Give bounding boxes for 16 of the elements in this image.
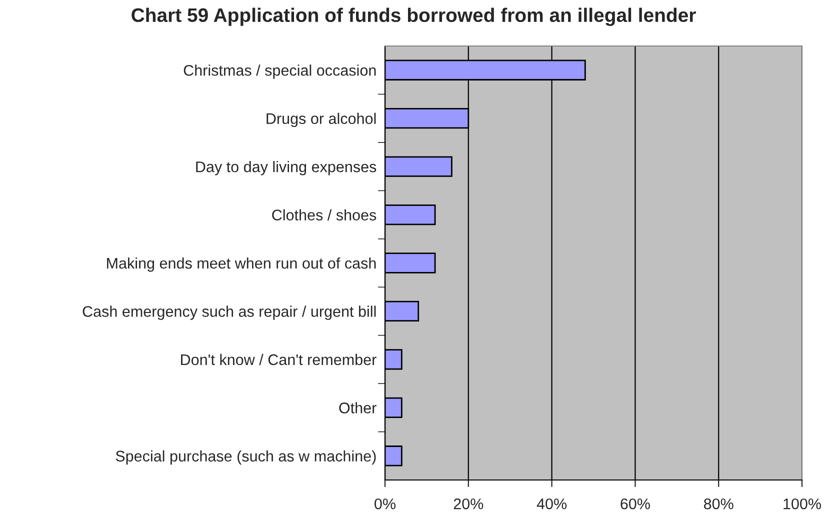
x-tick-label: 60% <box>620 498 650 510</box>
y-tick-label: Clothes / shoes <box>272 209 376 220</box>
y-tick-label: Don't know / Can't remember <box>181 354 376 366</box>
x-tick-label: 80% <box>704 498 734 510</box>
x-tick-label: 100% <box>784 498 821 510</box>
y-tick-label: Making ends meet when run out of cash <box>107 257 376 272</box>
x-tick-label: 0% <box>374 498 396 510</box>
x-tick-label: 40% <box>536 498 567 510</box>
y-tick-label: Christmas / special occasion <box>184 64 376 79</box>
y-tick-label: Drugs or alcohol <box>266 112 376 128</box>
y-tick-label: Day to day living expenses <box>196 161 376 176</box>
x-tick-label: 20% <box>454 498 484 510</box>
y-tick-label: Cash emergency such as repair / urgent bill <box>82 306 376 320</box>
y-tick-label: Other <box>339 402 376 414</box>
chart-title: Chart 59 Application of funds borrowed from an illegal lender <box>132 8 696 26</box>
y-tick-label: Special purchase (such as w machine) <box>116 450 376 465</box>
